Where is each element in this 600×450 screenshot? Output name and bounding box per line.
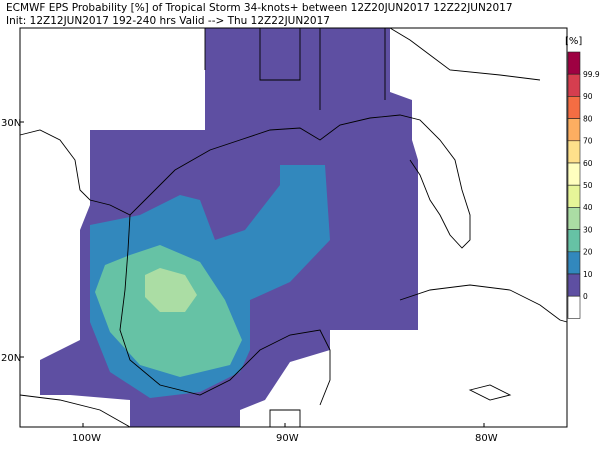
lon-label-90w: 90W (276, 433, 299, 444)
colorbar-swatch (567, 96, 581, 119)
colorbar-swatch (567, 184, 581, 208)
colorbar-swatch (567, 162, 581, 186)
colorbar-label: 0 (583, 292, 588, 301)
colorbar-label: 70 (583, 137, 593, 146)
colorbar-swatch (567, 118, 581, 142)
title-line1: ECMWF EPS Probability [%] of Tropical St… (6, 2, 513, 14)
probability-field (40, 28, 418, 427)
colorbar-label: 40 (583, 203, 593, 212)
colorbar-swatch (567, 140, 581, 164)
colorbar-swatch (567, 73, 581, 97)
title-line2: Init: 12Z12JUN2017 192-240 hrs Valid -->… (6, 15, 330, 27)
map-frame (19, 27, 568, 428)
colorbar-label: 99.9 (583, 70, 600, 79)
colorbar-swatch (567, 51, 581, 75)
coastlines (19, 27, 568, 428)
lon-label-80w: 80W (475, 433, 498, 444)
colorbar-swatch (567, 273, 581, 297)
prob-region-30-40 (145, 268, 197, 312)
colorbar-swatch (567, 295, 581, 319)
colorbar-label: 80 (583, 114, 593, 123)
colorbar-label: 30 (583, 225, 593, 234)
colorbar-unit: [%] (565, 36, 582, 47)
colorbar-label: 90 (583, 92, 593, 101)
colorbar-label: 20 (583, 248, 593, 257)
lat-label-30n: 30N (1, 118, 21, 129)
colorbar-swatch (567, 229, 581, 253)
colorbar-label: 60 (583, 159, 593, 168)
colorbar: [%] 99.9 90 80 70 60 50 40 30 20 10 0 (565, 36, 600, 319)
axis-labels: 30N 20N 100W 90W 80W (1, 118, 498, 444)
lon-label-100w: 100W (72, 433, 101, 444)
colorbar-label: 50 (583, 181, 593, 190)
colorbar-label: 10 (583, 270, 593, 279)
lat-label-20n: 20N (1, 353, 21, 364)
colorbar-swatch (567, 207, 581, 230)
colorbar-swatch (567, 251, 581, 275)
